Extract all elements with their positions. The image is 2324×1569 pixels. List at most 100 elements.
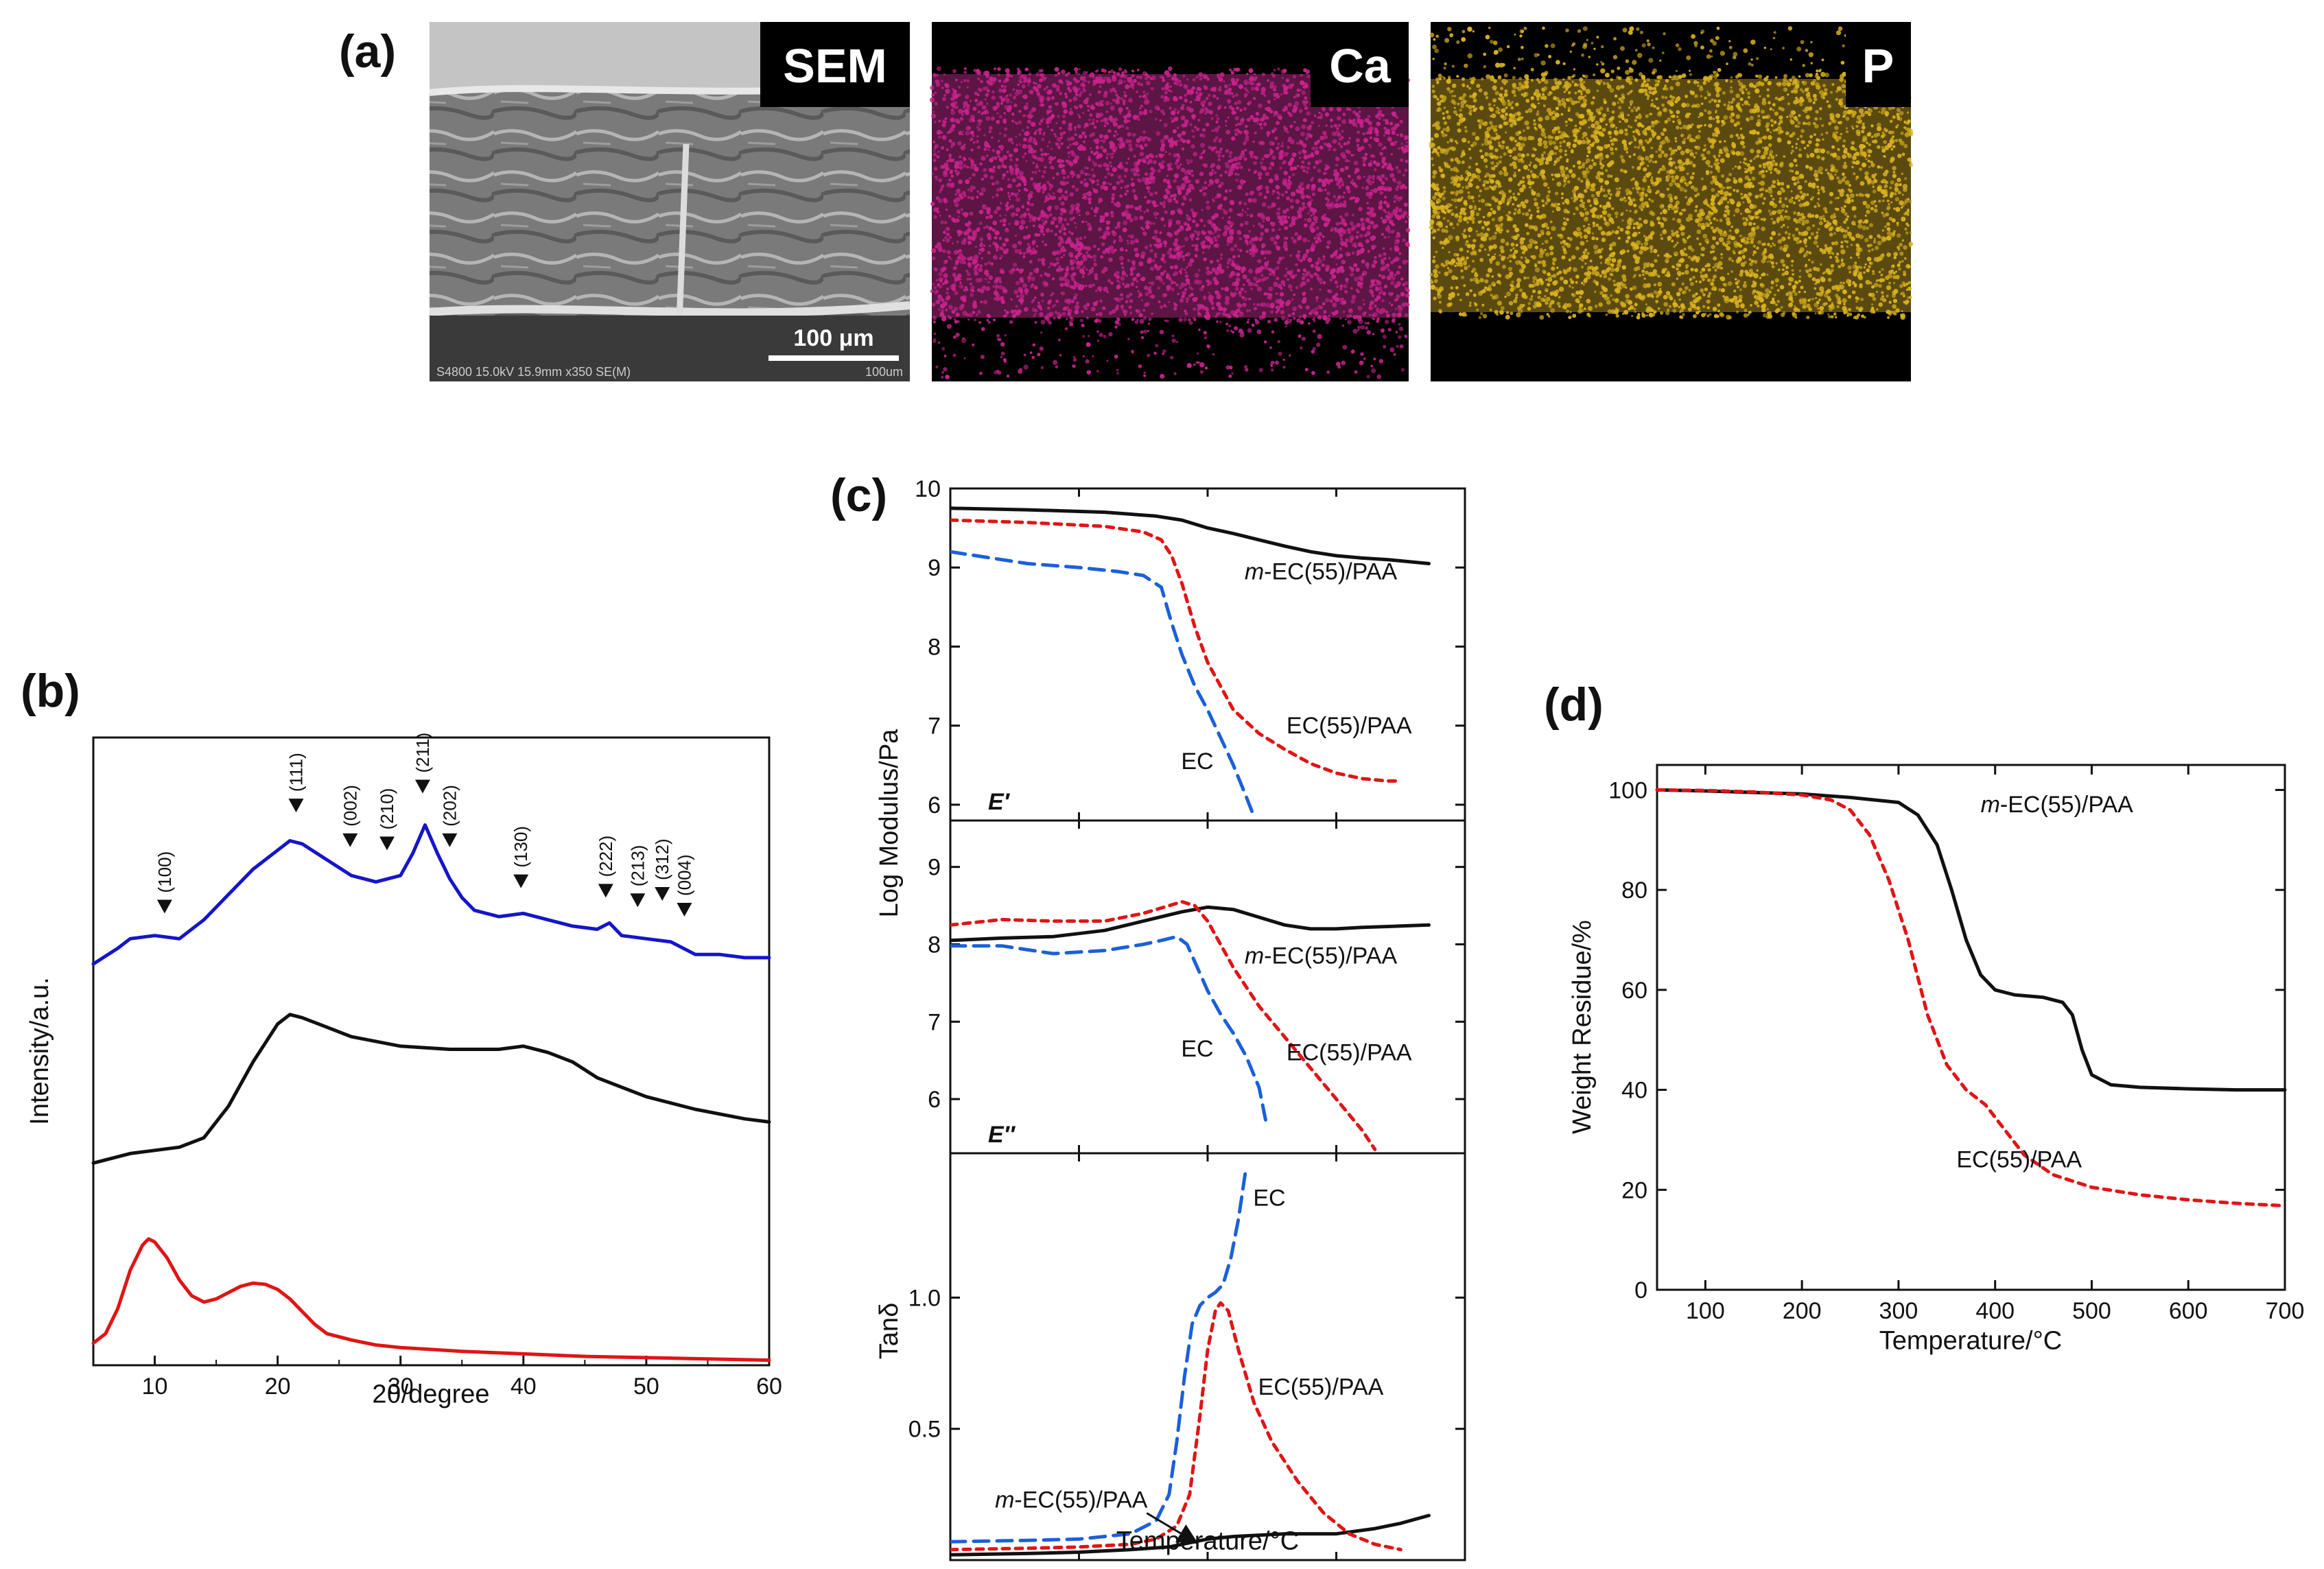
xrd-peak-marker (630, 893, 646, 908)
dma-series-m-ec-55-paa (950, 1513, 1431, 1557)
dma-y-tick-label: 8 (928, 932, 941, 958)
xrd-peak-marker (379, 836, 395, 851)
dma-series-ec-55-paa (950, 518, 1402, 783)
tga-y-tick-label: 100 (1608, 777, 1647, 803)
xrd-peak-label: (130) (510, 826, 531, 868)
tga-y-tick-label: 60 (1621, 978, 1647, 1004)
xrd-x-tick-label: 40 (510, 1373, 537, 1400)
e-prime-label: E′ (988, 789, 1011, 815)
sem-label-box (760, 22, 910, 107)
dma-annotation: EC(55)/PAA (1287, 1040, 1412, 1066)
tga-x-axis-title: Temperature/°C (1879, 1326, 2063, 1355)
dma-y-tick-label: 7 (928, 713, 941, 740)
tga-annotation: m-EC(55)/PAA (1981, 792, 2134, 818)
dma-y-tick-label: 0.5 (908, 1417, 941, 1443)
xrd-x-tick-label: 10 (142, 1373, 168, 1400)
xrd-x-tick-label: 60 (756, 1373, 782, 1400)
xrd-peak-marker (513, 874, 529, 888)
dma-series-ec (950, 1164, 1248, 1544)
xrd-peak-label: (210) (377, 788, 397, 830)
dma-annotation: EC (1181, 1036, 1213, 1062)
tga-y-tick-label: 80 (1621, 877, 1647, 904)
dma-x-tick-label: 200 (1317, 1566, 1356, 1569)
xrd-peak-marker (156, 899, 172, 914)
sem-metadata: S4800 15.0kV 15.9mm x350 SE(M) (436, 365, 631, 379)
tga-y-tick-label: 40 (1621, 1078, 1647, 1104)
dma-annotation: EC (1181, 748, 1213, 775)
xrd-peak-marker (598, 884, 613, 898)
dma-series-m-ec-55-paa (950, 905, 1431, 943)
tga-x-tick-label: 100 (1686, 1298, 1725, 1324)
xrd-peak-marker (677, 903, 692, 917)
xrd-peak-marker (414, 779, 430, 794)
dma-annotation: m-EC(55)/PAA (1245, 943, 1398, 969)
tga-y-tick-label: 20 (1621, 1177, 1647, 1203)
dma-series-ec-55-paa (950, 1301, 1402, 1552)
dma-y-tick-label: 6 (928, 792, 941, 818)
tga-x-tick-label: 500 (2072, 1298, 2111, 1324)
dma-annotation: EC(55)/PAA (1287, 713, 1412, 739)
dma-y-tick-label: 9 (928, 555, 941, 581)
xrd-x-tick-label: 20 (265, 1373, 291, 1400)
sem-label: SEM (783, 39, 887, 93)
p-label: P (1862, 39, 1894, 93)
xrd-peak-label: (213) (627, 845, 648, 887)
xrd-series-red (91, 1237, 771, 1362)
tga-x-tick-label: 300 (1879, 1298, 1918, 1324)
dma-series-ec (950, 934, 1269, 1128)
dma-x-axis-title: Temperature/°C (1116, 1526, 1300, 1555)
tga-x-tick-label: 600 (2169, 1298, 2208, 1324)
panel-label-b: (b) (21, 665, 80, 717)
ca-map-image: Ca (929, 22, 1411, 381)
ca-label-box (1311, 22, 1409, 107)
xrd-peak-label: (211) (412, 733, 433, 773)
xrd-peak-label: (002) (340, 785, 360, 827)
dma-chart: 6 7 8 9 10 6 7 8 9 0.5 1.0 50 100 150 200 250 m-EC(55)/… (875, 476, 1484, 1569)
dma-y-tick-label: 6 (928, 1087, 941, 1113)
dma-x-tick-label: 150 (1188, 1566, 1228, 1569)
tga-y-tick-label: 0 (1634, 1277, 1647, 1303)
panel-label-a: (a) (339, 25, 396, 78)
dma-y-tick-label: 9 (928, 855, 941, 881)
dma-arrow (1146, 1512, 1199, 1544)
xrd-peak-label: (202) (439, 785, 460, 827)
tga-series-m-ec-55-paa (1655, 788, 2287, 1092)
panel-label-c: (c) (830, 469, 887, 521)
tga-x-tick-label: 400 (1975, 1298, 2015, 1324)
p-map-image: P (1429, 22, 1914, 381)
dma-x-tick-label: 250 (1446, 1566, 1485, 1569)
xrd-series-blue (91, 823, 771, 966)
xrd-series-black (91, 1013, 771, 1165)
tga-series-ec-55-paa (1655, 788, 2287, 1208)
tga-y-axis-title: Weight Residue/% (1568, 920, 1597, 1134)
tga-plot-frame (1656, 764, 2286, 1291)
tga-x-tick-label: 700 (2266, 1298, 2305, 1324)
dma-series-ec (950, 550, 1256, 818)
dma-annotation: m-EC(55)/PAA (1245, 559, 1398, 585)
dma-y-tick-label: 1.0 (908, 1285, 941, 1311)
dma-y-tick-label: 8 (928, 634, 941, 660)
scale-bar (768, 355, 899, 361)
dma-annotation: m-EC(55)/PAA (995, 1487, 1148, 1513)
panel-label-d: (d) (1544, 679, 1604, 731)
xrd-y-axis-title: Intensity/a.u. (25, 977, 54, 1124)
sem-image: SEM 100 μm S4800 15.0kV 15.9mm x350 SE(M… (429, 22, 911, 381)
tga-x-tick-label: 200 (1783, 1298, 1822, 1324)
scale-bar-label: 100 μm (793, 325, 873, 351)
xrd-peak-label: (222) (596, 836, 616, 877)
xrd-plot-frame (92, 736, 771, 1367)
dma-x-tick-label: 50 (937, 1566, 963, 1569)
dma-tan-delta-axis-title: Tanδ (875, 1303, 904, 1359)
xrd-peak-marker (655, 887, 670, 901)
dma-annotation: EC(55)/PAA (1258, 1374, 1384, 1400)
dma-y-tick-label: 7 (928, 1009, 941, 1035)
dma-series-m-ec-55-paa (950, 506, 1431, 565)
dma-modulus-axis-title: Log Modulus/Pa (875, 729, 904, 917)
xrd-peak-label: (111) (286, 753, 307, 792)
e-double-prime-label: E″ (988, 1122, 1016, 1148)
xrd-peak-marker (442, 833, 458, 847)
dma-annotation: EC (1253, 1185, 1285, 1212)
xrd-x-tick-label: 50 (633, 1373, 659, 1400)
xrd-peak-marker (342, 833, 358, 847)
